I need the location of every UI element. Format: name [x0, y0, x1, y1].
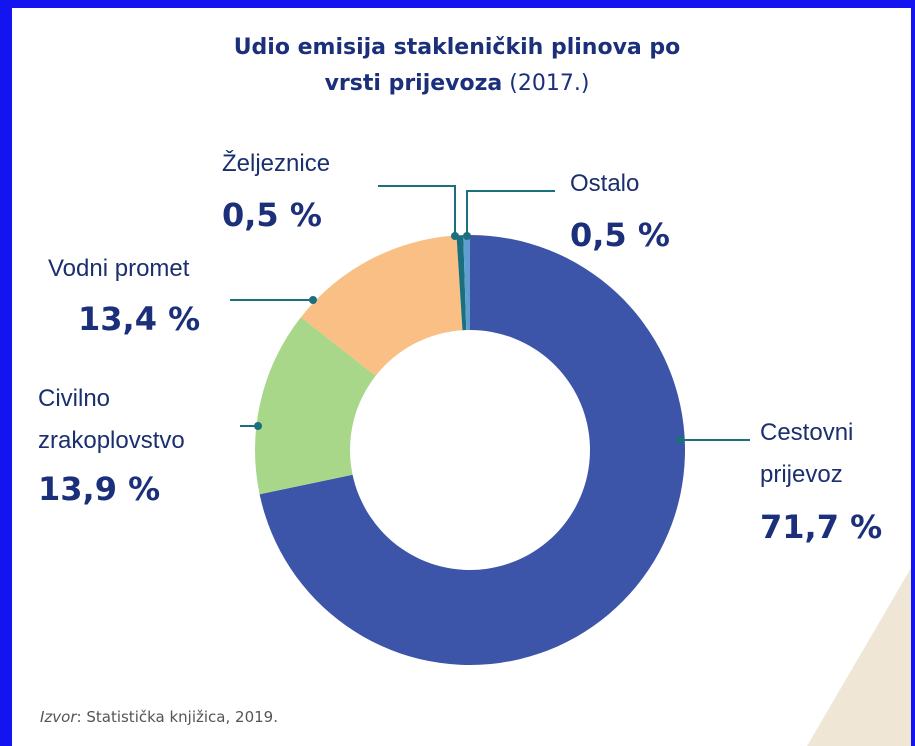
donut-slice	[300, 235, 463, 376]
chart-title: Udio emisija stakleničkih plinova po vrs…	[202, 30, 712, 102]
value-label: 13,4 %	[78, 300, 200, 338]
leader-dot	[451, 232, 459, 240]
donut-slice	[463, 235, 470, 331]
source: Izvor: Statistička knjižica, 2019.	[40, 708, 278, 726]
category-label: Vodni promet	[48, 255, 190, 282]
leader-line	[466, 190, 555, 236]
category-label: Civilno zrakoplovstvo	[38, 385, 185, 454]
decor-shape	[807, 568, 911, 746]
donut-slice	[456, 235, 467, 331]
title-main: Udio emisija stakleničkih plinova po vrs…	[233, 35, 681, 96]
chart: Cestovni prijevoz 71,7 % Civilno zrakoplovst…	[38, 150, 911, 746]
leader-dot	[676, 436, 684, 444]
value-label: 71,7 %	[760, 508, 882, 546]
source-label: Izvor	[40, 708, 77, 726]
category-label: Željeznice	[222, 150, 330, 177]
source-text: : Statistička knjižica, 2019.	[76, 708, 278, 726]
value-label: 13,9 %	[38, 470, 160, 508]
category-label: Ostalo	[570, 170, 639, 197]
leader-line	[378, 185, 456, 236]
title-note: (2017.)	[509, 71, 590, 96]
leader-dot	[309, 296, 317, 304]
category-label: Cestovni prijevoz	[760, 419, 853, 488]
leader-dot	[254, 422, 262, 430]
value-label: 0,5 %	[570, 216, 670, 254]
panel: Udio emisija stakleničkih plinova po vrs…	[12, 8, 911, 746]
leader-dot	[463, 232, 471, 240]
donut-slice	[255, 317, 376, 495]
value-label: 0,5 %	[222, 196, 322, 234]
donut-slice	[259, 235, 685, 665]
